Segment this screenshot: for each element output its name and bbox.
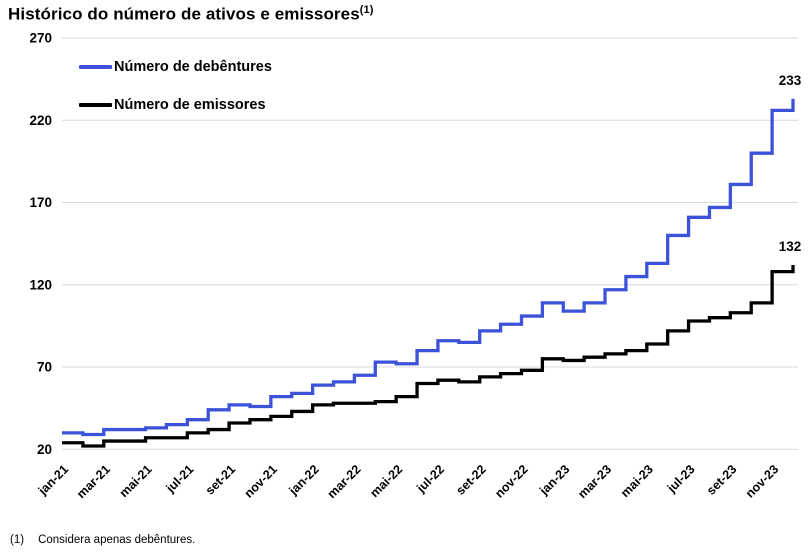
legend-item-debentures: Número de debêntures: [79, 57, 272, 77]
x-tick-label: mar-21: [74, 462, 113, 501]
x-tick-label: set-22: [453, 462, 488, 497]
x-tick-label: mai-23: [618, 462, 656, 500]
x-tick-label: jul-23: [664, 462, 698, 496]
legend-item-emissores: Número de emissores: [79, 95, 272, 115]
x-tick-label: nov-22: [492, 462, 530, 500]
series-line-debentures: [62, 98, 795, 437]
x-tick-label: nov-23: [743, 462, 781, 500]
y-tick-label: 120: [29, 277, 52, 292]
x-tick-label: jul-21: [163, 462, 197, 496]
end-value-label: 233: [779, 73, 802, 88]
x-tick-label: mai-22: [367, 462, 405, 500]
debentures-line-swatch: [79, 65, 112, 69]
x-tick-label: set-23: [704, 462, 739, 497]
x-tick-label: mar-22: [325, 462, 364, 501]
x-tick-label: nov-21: [242, 462, 280, 500]
x-tick-label: set-21: [203, 462, 238, 497]
x-tick-label: jul-22: [413, 462, 447, 496]
emissores-line-swatch: [79, 103, 112, 107]
x-tick-label: mai-21: [117, 462, 155, 500]
footnote-text: Considera apenas debêntures.: [38, 534, 196, 546]
legend-label-debentures: Número de debêntures: [114, 59, 272, 75]
chart-title-footnote-marker: (1): [359, 4, 374, 16]
y-tick-label: 20: [37, 442, 52, 457]
x-tick-label: jan-21: [35, 462, 71, 498]
y-tick-label: 170: [29, 195, 52, 210]
chart-title: Histórico do número de ativos e emissore…: [8, 4, 374, 25]
series-line-emissores: [62, 265, 795, 448]
legend-label-emissores: Número de emissores: [114, 97, 266, 113]
chart-title-text: Histórico do número de ativos e emissore…: [8, 4, 360, 24]
chart-legend: Número de debêntures Número de emissores: [79, 57, 272, 133]
x-tick-label: jan-22: [286, 462, 322, 498]
x-tick-label: jan-23: [536, 462, 572, 498]
end-value-label: 132: [779, 239, 802, 254]
footnote: (1) Considera apenas debêntures.: [10, 534, 195, 546]
y-tick-label: 70: [37, 360, 52, 375]
y-tick-label: 220: [29, 113, 52, 128]
footnote-marker: (1): [10, 534, 25, 546]
x-tick-label: mar-23: [575, 462, 614, 501]
y-tick-label: 270: [29, 31, 52, 46]
